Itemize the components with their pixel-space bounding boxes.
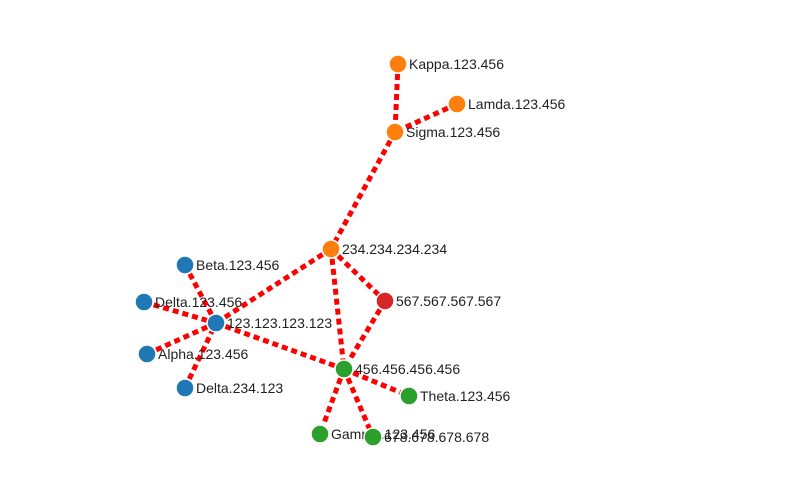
link-lamda-sigma <box>393 101 459 135</box>
node-circle-delta2[interactable] <box>175 378 195 398</box>
link-delta2-n123 <box>182 321 219 390</box>
node-n678[interactable]: 678.678.678.678 <box>363 427 489 447</box>
node-label-n234: 234.234.234.234 <box>342 241 447 257</box>
node-label-kappa: Kappa.123.456 <box>409 56 504 72</box>
link-sigma-n234 <box>328 130 398 251</box>
link-n456-theta <box>343 366 410 399</box>
node-label-n123: 123.123.123.123 <box>227 315 332 331</box>
node-delta1[interactable]: Delta.123.456 <box>134 292 242 312</box>
node-theta[interactable]: Theta.123.456 <box>399 386 511 406</box>
node-gamma[interactable]: Gamma.123.456 <box>310 424 435 444</box>
node-delta2[interactable]: Delta.234.123 <box>175 378 283 398</box>
node-circle-n123[interactable] <box>206 313 226 333</box>
node-label-gamma: Gamma.123.456 <box>331 426 435 442</box>
node-label-alpha: Alpha.123.456 <box>158 346 249 362</box>
node-beta[interactable]: Beta.123.456 <box>175 255 280 275</box>
node-lamda[interactable]: Lamda.123.456 <box>447 94 566 114</box>
node-label-theta: Theta.123.456 <box>420 388 511 404</box>
node-circle-alpha[interactable] <box>137 344 157 364</box>
node-circle-lamda[interactable] <box>447 94 467 114</box>
nodes-layer: Kappa.123.456 Lamda.123.456 Sigma.123.456 2… <box>134 54 566 447</box>
link-n234-n123 <box>214 246 333 326</box>
node-sigma[interactable]: Sigma.123.456 <box>385 122 500 142</box>
node-circle-n456[interactable] <box>334 359 354 379</box>
node-label-n456: 456.456.456.456 <box>355 361 460 377</box>
links-layer <box>143 63 459 438</box>
link-n234-n456 <box>328 248 347 370</box>
node-circle-beta[interactable] <box>175 255 195 275</box>
node-alpha[interactable]: Alpha.123.456 <box>137 344 249 364</box>
node-kappa[interactable]: Kappa.123.456 <box>388 54 504 74</box>
node-circle-gamma[interactable] <box>310 424 330 444</box>
node-circle-n567[interactable] <box>375 291 395 311</box>
link-n123-n456 <box>215 320 345 372</box>
link-alpha-n123 <box>145 320 218 357</box>
node-circle-kappa[interactable] <box>388 54 408 74</box>
node-label-sigma: Sigma.123.456 <box>406 124 500 140</box>
node-n234[interactable]: 234.234.234.234 <box>321 239 447 259</box>
link-n456-n678 <box>341 368 376 438</box>
link-beta-n123 <box>182 263 219 325</box>
node-n567[interactable]: 567.567.567.567 <box>375 291 501 311</box>
node-label-beta: Beta.123.456 <box>196 257 280 273</box>
link-n567-n456 <box>341 299 388 371</box>
link-delta1-n123 <box>143 299 217 326</box>
node-circle-sigma[interactable] <box>385 122 405 142</box>
node-label-lamda: Lamda.123.456 <box>468 96 566 112</box>
link-kappa-sigma <box>392 63 401 133</box>
node-n456[interactable]: 456.456.456.456 <box>334 359 460 379</box>
node-circle-n678[interactable] <box>363 427 383 447</box>
link-n234-n567 <box>329 247 387 303</box>
node-n123[interactable]: 123.123.123.123 <box>206 313 332 333</box>
node-circle-n234[interactable] <box>321 239 341 259</box>
node-label-delta1: Delta.123.456 <box>155 294 242 310</box>
node-circle-theta[interactable] <box>399 386 419 406</box>
node-label-n567: 567.567.567.567 <box>396 293 501 309</box>
node-label-delta2: Delta.234.123 <box>196 380 283 396</box>
link-n456-gamma <box>317 368 347 435</box>
node-circle-delta1[interactable] <box>134 292 154 312</box>
node-label-n678: 678.678.678.678 <box>384 429 489 445</box>
